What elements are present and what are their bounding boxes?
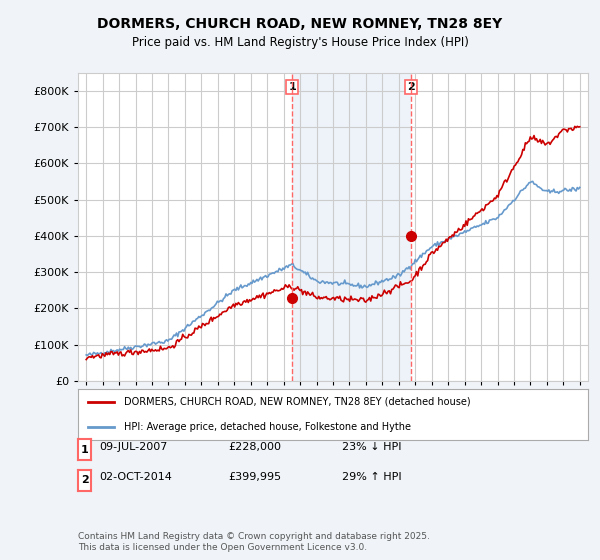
Text: £399,995: £399,995 bbox=[228, 473, 281, 483]
Text: Price paid vs. HM Land Registry's House Price Index (HPI): Price paid vs. HM Land Registry's House … bbox=[131, 36, 469, 49]
Text: 2: 2 bbox=[407, 82, 415, 92]
Text: 09-JUL-2007: 09-JUL-2007 bbox=[99, 442, 167, 452]
Text: HPI: Average price, detached house, Folkestone and Hythe: HPI: Average price, detached house, Folk… bbox=[124, 422, 411, 432]
Text: Contains HM Land Registry data © Crown copyright and database right 2025.
This d: Contains HM Land Registry data © Crown c… bbox=[78, 532, 430, 552]
Bar bbox=[292, 73, 411, 381]
Text: 29% ↑ HPI: 29% ↑ HPI bbox=[342, 473, 401, 483]
Text: £228,000: £228,000 bbox=[228, 442, 281, 452]
Text: 2: 2 bbox=[81, 475, 88, 486]
Text: 23% ↓ HPI: 23% ↓ HPI bbox=[342, 442, 401, 452]
Text: DORMERS, CHURCH ROAD, NEW ROMNEY, TN28 8EY: DORMERS, CHURCH ROAD, NEW ROMNEY, TN28 8… bbox=[97, 17, 503, 31]
Text: 02-OCT-2014: 02-OCT-2014 bbox=[99, 473, 172, 483]
Text: DORMERS, CHURCH ROAD, NEW ROMNEY, TN28 8EY (detached house): DORMERS, CHURCH ROAD, NEW ROMNEY, TN28 8… bbox=[124, 397, 470, 407]
Text: 1: 1 bbox=[289, 82, 296, 92]
Text: 1: 1 bbox=[81, 445, 88, 455]
